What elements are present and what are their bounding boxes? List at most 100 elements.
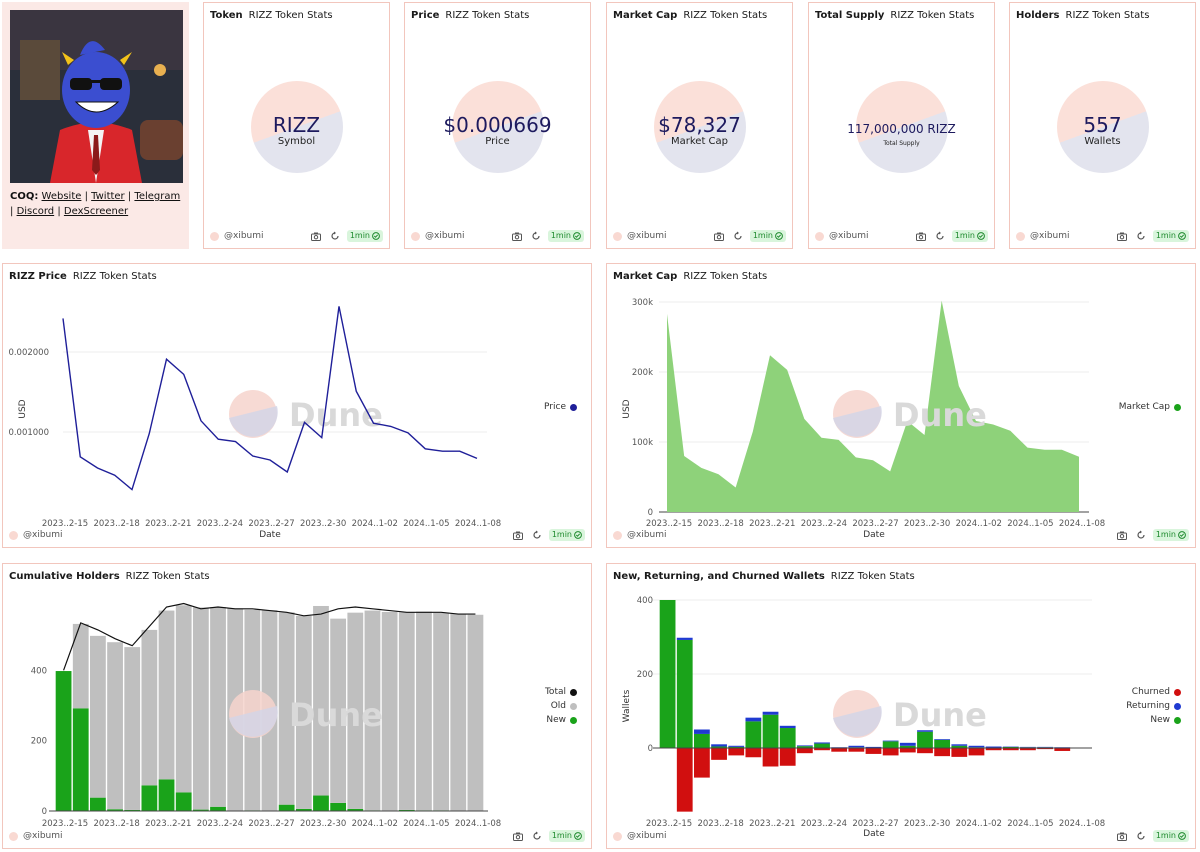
legend-item-returning[interactable]: Returning [1126,699,1181,713]
camera-icon[interactable] [511,230,523,242]
legend: Price [544,400,577,414]
price-series-line [62,306,478,491]
author-link[interactable]: @xibumi [627,231,667,241]
bar-churned [745,748,762,758]
camera-icon[interactable] [713,230,725,242]
website-link[interactable]: Website [41,191,82,202]
camera-icon[interactable] [512,529,524,541]
author-link[interactable]: @xibumi [627,530,667,540]
bar-churned [848,748,865,752]
bar-old [278,612,295,805]
bar-churned [882,748,899,756]
dune-watermark: Dune [289,696,383,734]
counter-circle [1056,81,1149,173]
avatar [210,231,219,241]
refresh-icon[interactable] [531,830,543,842]
camera-icon[interactable] [915,230,927,242]
bar-churned [762,748,779,767]
x-tick-label: 2023..2-15 [42,519,88,529]
profile-image [10,10,183,183]
market-cap-chart: 0 100k 200k 300k Dune 2023..2-15 2023..2-18 202… [622,298,1105,540]
avatar [9,530,18,540]
counter-card-price: Price RIZZ Token Stats $0.000669 Price @x… [404,2,591,249]
price-chart: 0.001000 0.002000 Dune 2023..2-15 2023..2-18… [8,306,501,540]
camera-icon[interactable] [1116,830,1128,842]
x-tick-label: 2023..2-27 [248,819,294,829]
refresh-icon[interactable] [329,230,341,242]
author-link[interactable]: @xibumi [23,831,63,841]
bar-old [72,623,89,709]
author-link[interactable]: @xibumi [627,831,667,841]
legend-dot [1174,702,1181,710]
camera-icon[interactable] [310,230,322,242]
card-footer: @xibumi 1min [9,528,585,542]
x-tick-label: 2024..1-08 [1059,819,1105,829]
y-tick-label: 0 [42,807,47,817]
refresh-icon[interactable] [934,230,946,242]
y-axis-label: USD [18,399,28,418]
refresh-icon[interactable] [732,230,744,242]
bar-old [313,605,329,796]
telegram-link[interactable]: Telegram [134,191,181,202]
avatar [613,231,622,241]
bar-old [90,635,106,798]
author-link[interactable]: @xibumi [224,231,264,241]
counter-circle [653,81,746,173]
legend-item-old[interactable]: Old [545,699,577,713]
bar-returning [814,742,830,744]
refresh-badge: 1min [1152,529,1189,541]
discord-link[interactable]: Discord [16,206,55,217]
bar-new [313,795,329,811]
legend: Churned Returning New [1126,685,1181,727]
x-tick-label: 2024..1-05 [1007,819,1053,829]
x-tick-label: 2024..1-05 [403,819,449,829]
refresh-icon[interactable] [1135,830,1147,842]
camera-icon[interactable] [1116,529,1128,541]
author-link[interactable]: @xibumi [425,231,465,241]
card-footer: @xibumi 1min [613,829,1189,843]
twitter-link[interactable]: Twitter [91,191,125,202]
check-icon [775,232,783,240]
refresh-icon[interactable] [1135,529,1147,541]
bar-returning [865,746,882,748]
bar-new [175,792,192,811]
camera-icon[interactable] [512,830,524,842]
refresh-icon[interactable] [1135,230,1147,242]
x-tick-label: 2023..2-30 [904,819,950,829]
refresh-badge: 1min [1152,830,1189,842]
refresh-icon[interactable] [530,230,542,242]
y-axis-label: Wallets [622,689,632,722]
bar-churned [1054,748,1071,751]
x-tick-label: 2023..2-30 [904,519,950,529]
bar-returning [779,725,796,729]
author-link[interactable]: @xibumi [1030,231,1070,241]
dune-logo-shade [229,406,278,437]
bar-old [124,647,141,810]
chart-card-price: RIZZ Price RIZZ Token Stats 0.001000 0.002… [2,263,592,548]
card-subtitle: RIZZ Token Stats [1065,10,1150,21]
card-footer: @xibumi 1min [815,229,988,243]
y-tick-label: 300k [632,298,653,308]
bar-returning [934,739,951,740]
legend-item-total[interactable]: Total [545,685,577,699]
x-tick-label: 2023..2-24 [801,519,847,529]
legend-item-new[interactable]: New [1126,713,1181,727]
refresh-icon[interactable] [531,529,543,541]
bar-returning [762,711,779,715]
bar-new [55,671,72,811]
legend-item-new[interactable]: New [545,713,577,727]
camera-icon[interactable] [1116,230,1128,242]
bar-new [278,804,295,811]
y-tick-label: 0 [648,508,653,518]
legend-item-market-cap[interactable]: Market Cap [1119,400,1181,414]
bar-returning [728,745,745,747]
y-tick-label: 200 [637,670,653,680]
legend-item-churned[interactable]: Churned [1126,685,1181,699]
author-link[interactable]: @xibumi [829,231,869,241]
bar-new [745,721,762,748]
legend-item-price[interactable]: Price [544,400,577,414]
author-link[interactable]: @xibumi [23,530,63,540]
x-axis-label: Date [259,530,281,540]
dexscreener-link[interactable]: DexScreener [63,206,129,217]
card-footer: @xibumi 1min [9,829,585,843]
